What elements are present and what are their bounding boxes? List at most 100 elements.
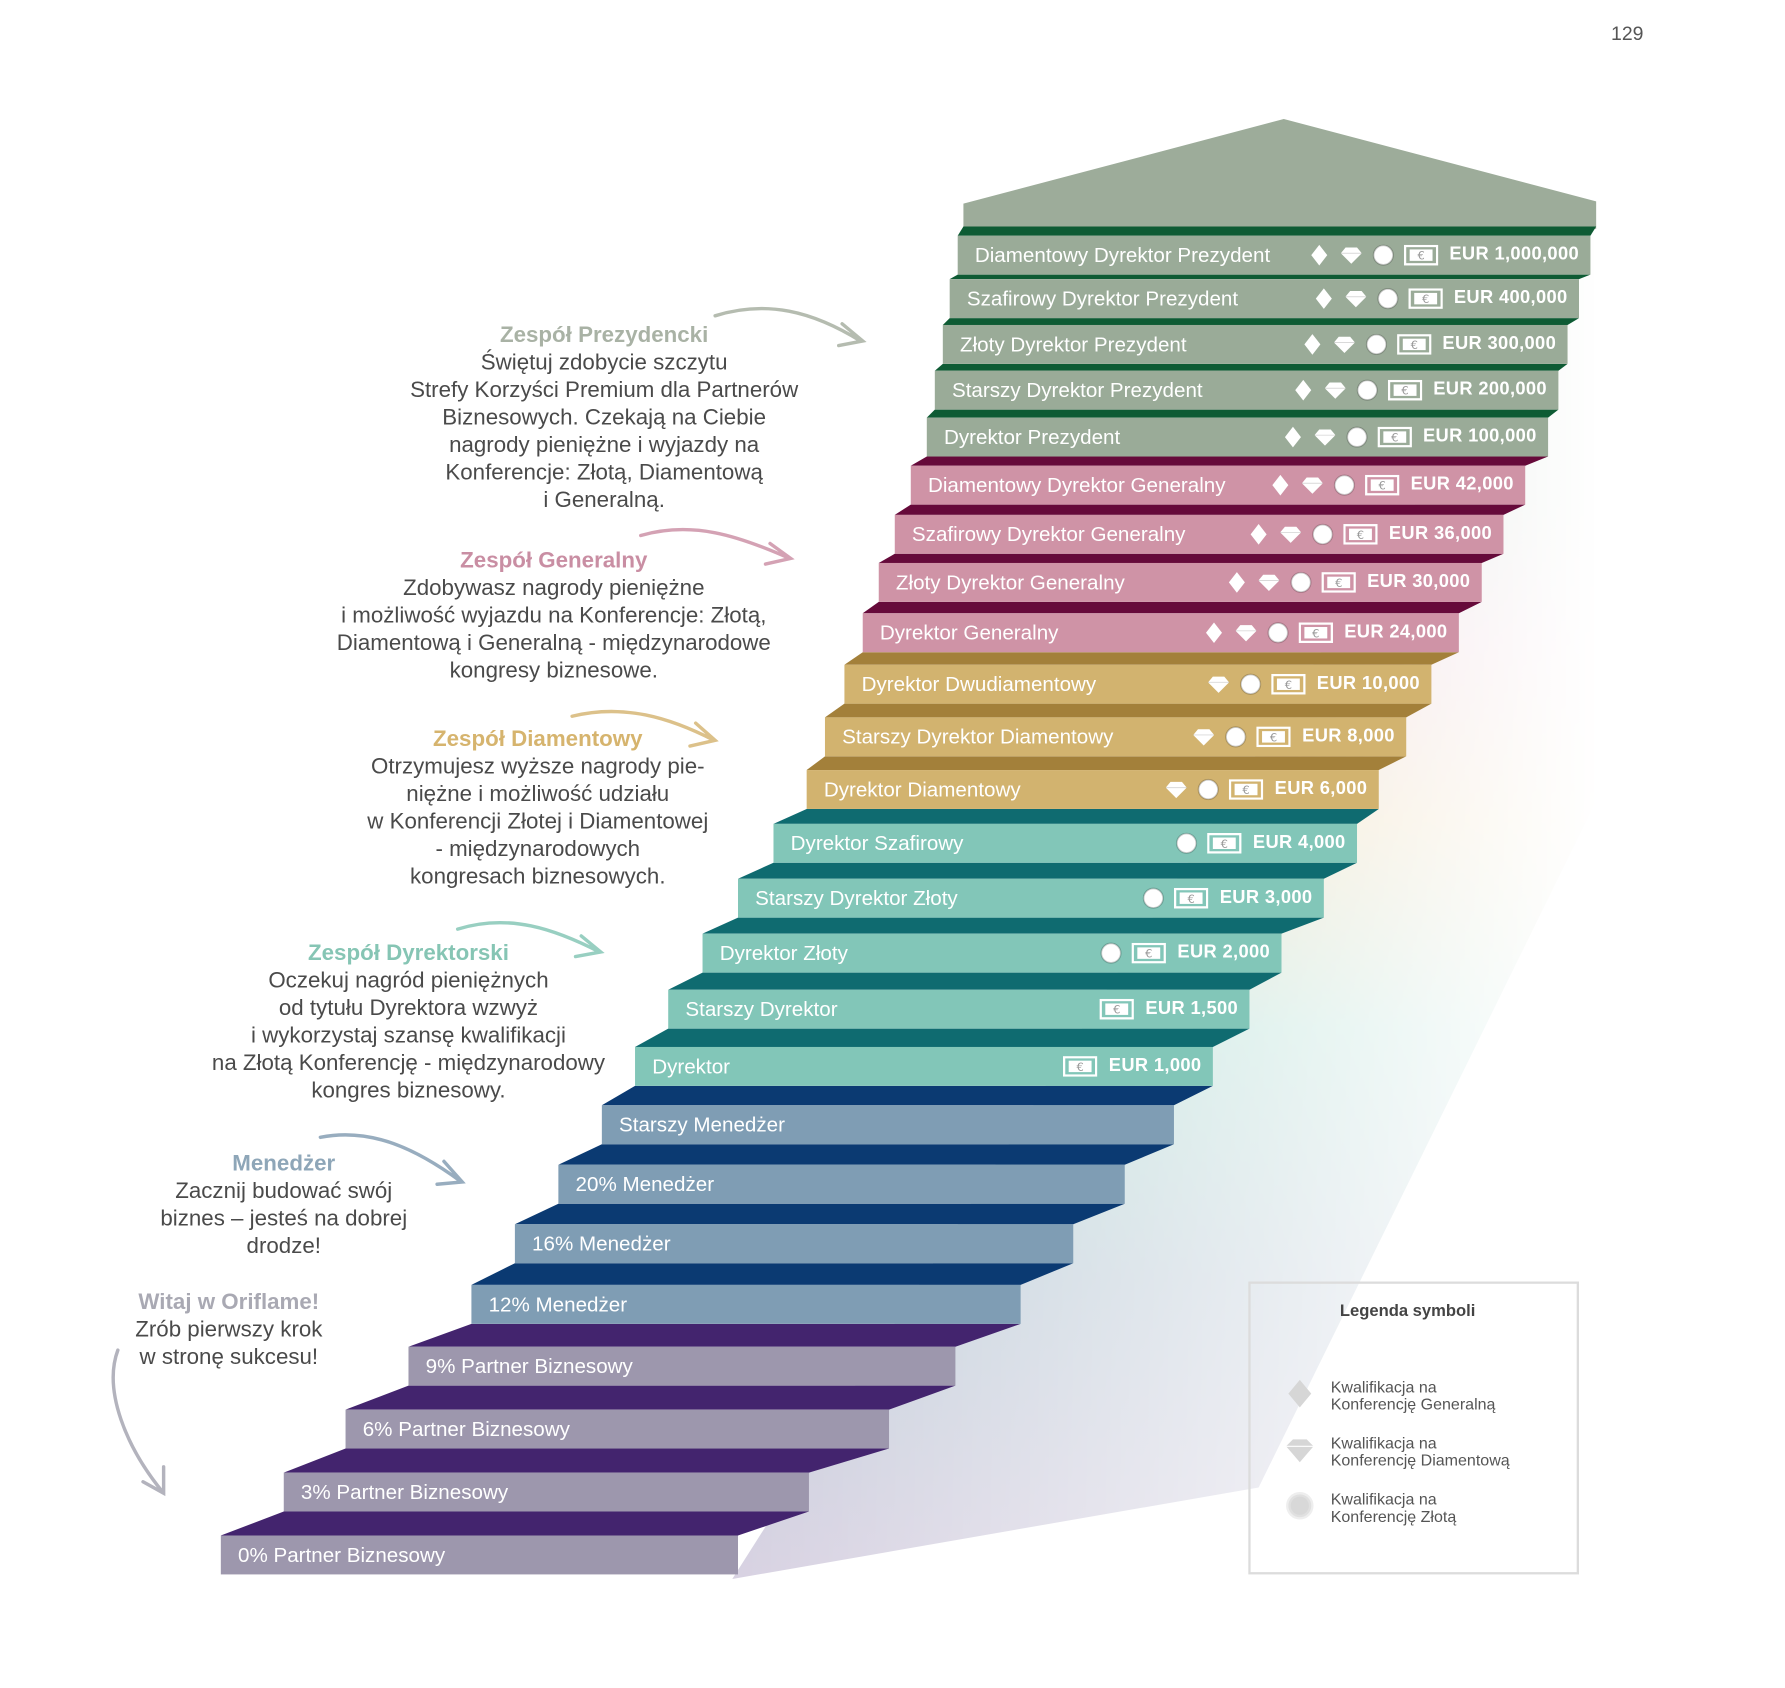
team-description-line: Zdobywasz nagrody pieniężne — [403, 575, 705, 601]
legend-item: Kwalifikacja na Konferencję Złotą — [1285, 1490, 1456, 1525]
team-description-line: w stronę sukcesu! — [139, 1344, 319, 1370]
euro-note-icon: € — [1377, 426, 1412, 448]
career-step: Starszy Menedżer — [601, 1105, 1174, 1145]
euro-note-icon: € — [1256, 726, 1291, 748]
step-tread — [942, 318, 1579, 325]
step-rewards: € EUR 3,000 — [1142, 887, 1312, 910]
gem-icon — [1192, 725, 1215, 748]
circle-icon — [1311, 523, 1334, 546]
gem-icon — [1301, 474, 1324, 497]
euro-note-icon: € — [1062, 1056, 1098, 1077]
euro-note-icon: € — [1343, 524, 1378, 545]
svg-text:€: € — [1270, 730, 1277, 744]
team-description-line: kongresach biznesowych. — [410, 863, 666, 890]
circle-icon — [1285, 1490, 1315, 1525]
circle-icon — [1289, 571, 1312, 594]
step-title: Starszy Dyrektor Złoty — [755, 886, 958, 910]
step-tread — [773, 808, 1379, 824]
gem-icon — [1323, 379, 1346, 402]
step-tread — [471, 1263, 1074, 1285]
career-step: Starszy Dyrektor Złoty € EUR 3,000 — [738, 878, 1324, 918]
legend-item: Kwalifikacja na Konferencję Diamentową — [1285, 1434, 1510, 1469]
legend-item: Kwalifikacja na Konferencję Generalną — [1285, 1378, 1496, 1413]
step-tread — [635, 1028, 1250, 1047]
step-title: Diamentowy Dyrektor Generalny — [927, 473, 1226, 497]
team-description-line: Konferencje: Złotą, Diamentową — [445, 459, 763, 486]
step-title: 0% Partner Biznesowy — [237, 1542, 446, 1566]
gem-icon — [1285, 1434, 1315, 1469]
circle-icon — [1239, 673, 1262, 696]
team-description-line: kongresy biznesowe. — [449, 657, 658, 684]
step-cash-reward: EUR 100,000 — [1422, 426, 1537, 447]
career-step: Dyrektor Szafirowy € EUR 4,000 — [773, 823, 1358, 863]
euro-note-icon: € — [1403, 244, 1438, 266]
gem-icon — [1340, 244, 1363, 267]
team-description-line: niężne i możliwość udziału — [406, 781, 670, 807]
career-step: Diamentowy Dyrektor Generalny € EUR 42,000 — [910, 465, 1526, 505]
legend-text: Kwalifikacja na Konferencję Generalną — [1331, 1378, 1496, 1412]
team-description-line: od tytułu Dyrektora wzwyż — [278, 995, 539, 1021]
step-tread — [926, 409, 1559, 418]
team-description: Witaj w Oriflame! Zrób pierwszy krok w str… — [135, 1288, 322, 1370]
gem-icon — [1333, 333, 1356, 356]
career-step: 3% Partner Biznesowy — [283, 1472, 809, 1512]
career-step: Szafirowy Dyrektor Generalny € EUR 36,000 — [894, 514, 1504, 554]
team-title: Zespół Diamentowy — [432, 726, 643, 752]
circle-icon — [1224, 725, 1247, 748]
roof — [963, 118, 1597, 229]
step-tread — [558, 1144, 1174, 1165]
team-description-line: - międzynarodowych — [435, 836, 641, 862]
step-cash-reward: EUR 36,000 — [1388, 524, 1493, 544]
career-step: Dyrektor € EUR 1,000 — [635, 1046, 1213, 1086]
step-title: Dyrektor Generalny — [879, 620, 1059, 644]
team-description-line: Świętuj zdobycie szczytu — [480, 350, 728, 376]
step-tread — [862, 601, 1482, 614]
svg-text:€: € — [1145, 947, 1152, 961]
step-rewards: € EUR 1,500 — [1099, 998, 1238, 1020]
symbol-legend: Legenda symboli Kwalifikacja na Konferenc… — [1248, 1281, 1579, 1575]
team-description-line: nagrody pieniężne i wyjazdy na — [449, 432, 760, 458]
step-cash-reward: EUR 42,000 — [1410, 474, 1514, 495]
career-step: 16% Menedżer — [514, 1224, 1074, 1264]
euro-note-icon: € — [1396, 334, 1431, 355]
gem-icon — [1313, 426, 1336, 449]
team-title: Zespół Dyrektorski — [308, 940, 509, 966]
step-title: Szafirowy Dyrektor Prezydent — [966, 286, 1239, 310]
team-description-line: Zrób pierwszy krok — [135, 1316, 323, 1343]
step-tread — [934, 363, 1568, 371]
team-description-line: i wykorzystaj szansę kwalifikacji — [251, 1022, 566, 1049]
circle-icon — [1376, 287, 1399, 310]
step-title: Dyrektor Dwudiamentowy — [861, 672, 1097, 696]
svg-text:€: € — [1422, 292, 1429, 306]
step-tread — [844, 652, 1459, 665]
team-description-line: Diamentową i Generalną - międzynarodowe — [336, 630, 771, 656]
legend-text: Kwalifikacja na Konferencję Diamentową — [1331, 1434, 1510, 1468]
step-cash-reward: EUR 6,000 — [1274, 779, 1368, 799]
team-description-line: i możliwość wyjazdu na Konferencje: Złot… — [341, 602, 767, 629]
team-title: Zespół Prezydencki — [499, 322, 709, 348]
diamond-icon — [1202, 621, 1225, 644]
step-rewards: € EUR 42,000 — [1269, 474, 1514, 497]
gem-icon — [1165, 778, 1188, 801]
step-title: Starszy Dyrektor — [685, 997, 838, 1021]
step-rewards: € EUR 30,000 — [1225, 571, 1470, 594]
step-title: 16% Menedżer — [532, 1231, 671, 1255]
step-cash-reward: EUR 1,000 — [1108, 1056, 1202, 1076]
svg-text:€: € — [1391, 431, 1398, 445]
legend-line: Kwalifikacja na — [1330, 1489, 1437, 1508]
step-rewards: € EUR 10,000 — [1207, 673, 1420, 696]
diamond-icon — [1285, 1378, 1315, 1413]
team-description-line: kongres biznesowy. — [311, 1077, 506, 1104]
svg-text:€: € — [1188, 892, 1195, 906]
circle-icon — [1365, 333, 1388, 356]
svg-text:€: € — [1401, 384, 1408, 398]
legend-line: Kwalifikacja na — [1330, 1433, 1437, 1452]
euro-note-icon: € — [1364, 474, 1400, 496]
diamond-icon — [1247, 523, 1270, 546]
circle-icon — [1372, 244, 1395, 267]
diamond-icon — [1225, 571, 1248, 594]
step-title: Złoty Dyrektor Prezydent — [959, 332, 1187, 356]
arrow-menedzer — [318, 1133, 466, 1186]
step-tread — [806, 756, 1407, 771]
